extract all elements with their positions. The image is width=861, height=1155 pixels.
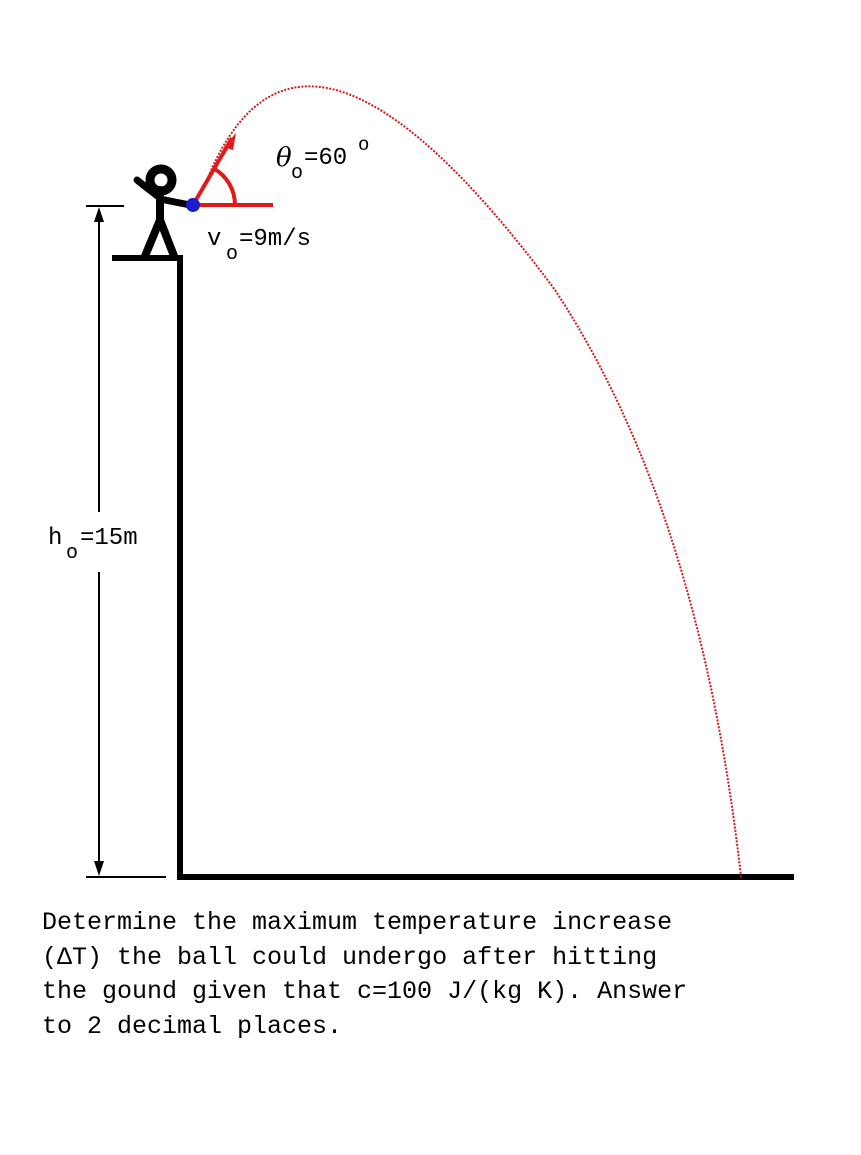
v-symbol: v bbox=[207, 226, 221, 253]
velocity-arrowhead bbox=[224, 133, 236, 150]
launch-angle-arc bbox=[212, 166, 238, 206]
theta-symbol: θ bbox=[276, 143, 292, 173]
problem-statement: Determine the maximum temperature increa… bbox=[42, 906, 832, 1044]
stick-figure bbox=[133, 164, 194, 260]
h-value: =15m bbox=[80, 525, 138, 552]
figure-left-leg bbox=[141, 216, 164, 260]
theta-subscript: o bbox=[291, 162, 303, 185]
figure-left-arm bbox=[133, 176, 164, 202]
height-arrowhead-up bbox=[94, 207, 104, 222]
h-subscript: o bbox=[66, 542, 78, 565]
h-symbol: h bbox=[48, 525, 62, 552]
trajectory-curve bbox=[202, 85, 742, 878]
figure-right-arm bbox=[156, 195, 194, 209]
figure-right-leg bbox=[156, 216, 178, 260]
problem-line: to 2 decimal places. bbox=[42, 1011, 343, 1041]
v-subscript: o bbox=[226, 243, 238, 266]
ball bbox=[186, 198, 200, 212]
velocity-vector bbox=[191, 136, 234, 207]
problem-line: Determine the maximum temperature increa… bbox=[42, 908, 673, 937]
height-dimension bbox=[86, 205, 166, 878]
degree-symbol: o bbox=[358, 134, 369, 156]
problem-line: the gound given that c=100 J/(kg K). Ans… bbox=[42, 977, 688, 1006]
theta-value: =60 bbox=[304, 145, 347, 172]
problem-line: (ΔT) the ball could undergo after hittin… bbox=[42, 942, 658, 972]
v-value: =9m/s bbox=[239, 226, 311, 253]
height-arrowhead-down bbox=[94, 861, 104, 876]
launch-markers bbox=[191, 133, 273, 207]
